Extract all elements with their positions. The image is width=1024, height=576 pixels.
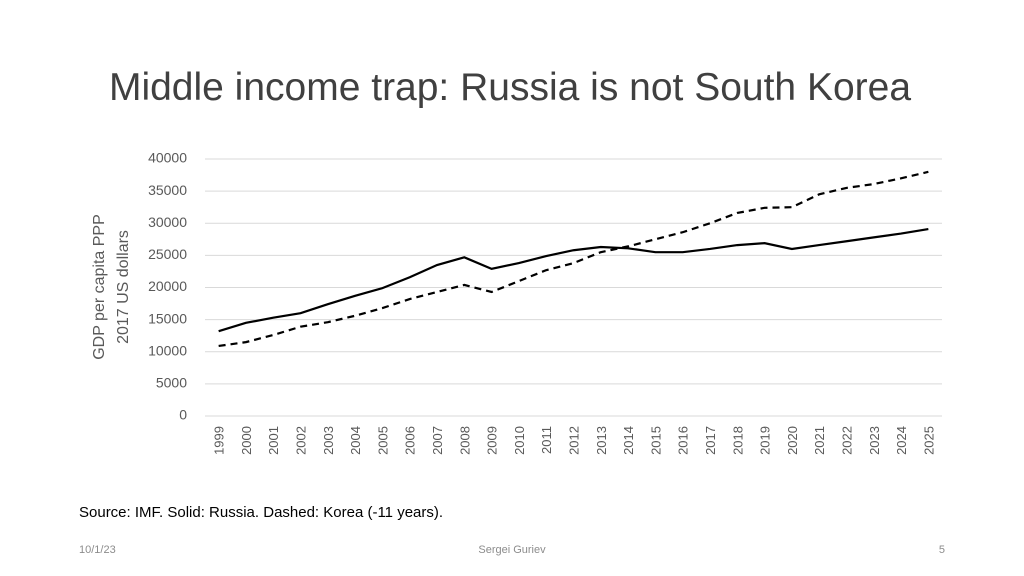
y-tick-label: 40000 xyxy=(148,150,187,166)
y-tick-label: 35000 xyxy=(148,182,187,198)
slide-title: Middle income trap: Russia is not South … xyxy=(109,66,911,109)
x-tick-label: 2015 xyxy=(648,426,663,455)
x-tick-label: 2006 xyxy=(403,426,418,455)
x-tick-label: 2007 xyxy=(430,426,445,455)
y-axis-label: GDP per capita PPP xyxy=(91,214,108,360)
x-tick-label: 2011 xyxy=(539,426,554,454)
x-tick-label: 2014 xyxy=(621,426,636,455)
x-tick-label: 2001 xyxy=(266,426,281,455)
x-tick-label: 2017 xyxy=(703,426,718,455)
x-tick-label: 2023 xyxy=(867,426,882,455)
x-tick-label: 2024 xyxy=(894,426,909,455)
x-tick-label: 2010 xyxy=(512,426,527,455)
x-tick-label: 2022 xyxy=(839,426,854,455)
x-tick-label: 2020 xyxy=(785,426,800,455)
footer-date: 10/1/23 xyxy=(79,544,116,556)
x-tick-label: 2012 xyxy=(567,426,582,455)
footer-page: 5 xyxy=(939,544,945,556)
y-tick-label: 5000 xyxy=(156,375,187,391)
y-axis-label: 2017 US dollars xyxy=(115,230,132,344)
x-tick-label: 2019 xyxy=(758,426,773,455)
footer-author: Sergei Guriev xyxy=(478,544,546,556)
x-tick-label: 2009 xyxy=(485,426,500,455)
x-tick-label: 2004 xyxy=(348,426,363,455)
y-tick-label: 25000 xyxy=(148,246,187,262)
x-tick-label: 2016 xyxy=(676,426,691,455)
source-note: Source: IMF. Solid: Russia. Dashed: Kore… xyxy=(79,504,443,521)
x-tick-label: 2008 xyxy=(457,426,472,455)
x-tick-label: 2013 xyxy=(594,426,609,455)
x-tick-label: 2018 xyxy=(730,426,745,455)
y-tick-label: 0 xyxy=(179,407,187,423)
x-tick-label: 2025 xyxy=(921,426,936,455)
x-tick-label: 2000 xyxy=(239,426,254,455)
y-tick-label: 20000 xyxy=(148,278,187,294)
x-tick-label: 1999 xyxy=(212,426,227,455)
x-tick-label: 2021 xyxy=(812,426,827,455)
series-line xyxy=(218,227,929,333)
y-tick-label: 10000 xyxy=(148,342,187,358)
x-tick-label: 2002 xyxy=(294,426,309,455)
x-tick-label: 2003 xyxy=(321,426,336,455)
y-tick-label: 15000 xyxy=(148,310,187,326)
series-line xyxy=(218,170,929,348)
y-tick-label: 30000 xyxy=(148,214,187,230)
x-tick-label: 2005 xyxy=(375,426,390,455)
